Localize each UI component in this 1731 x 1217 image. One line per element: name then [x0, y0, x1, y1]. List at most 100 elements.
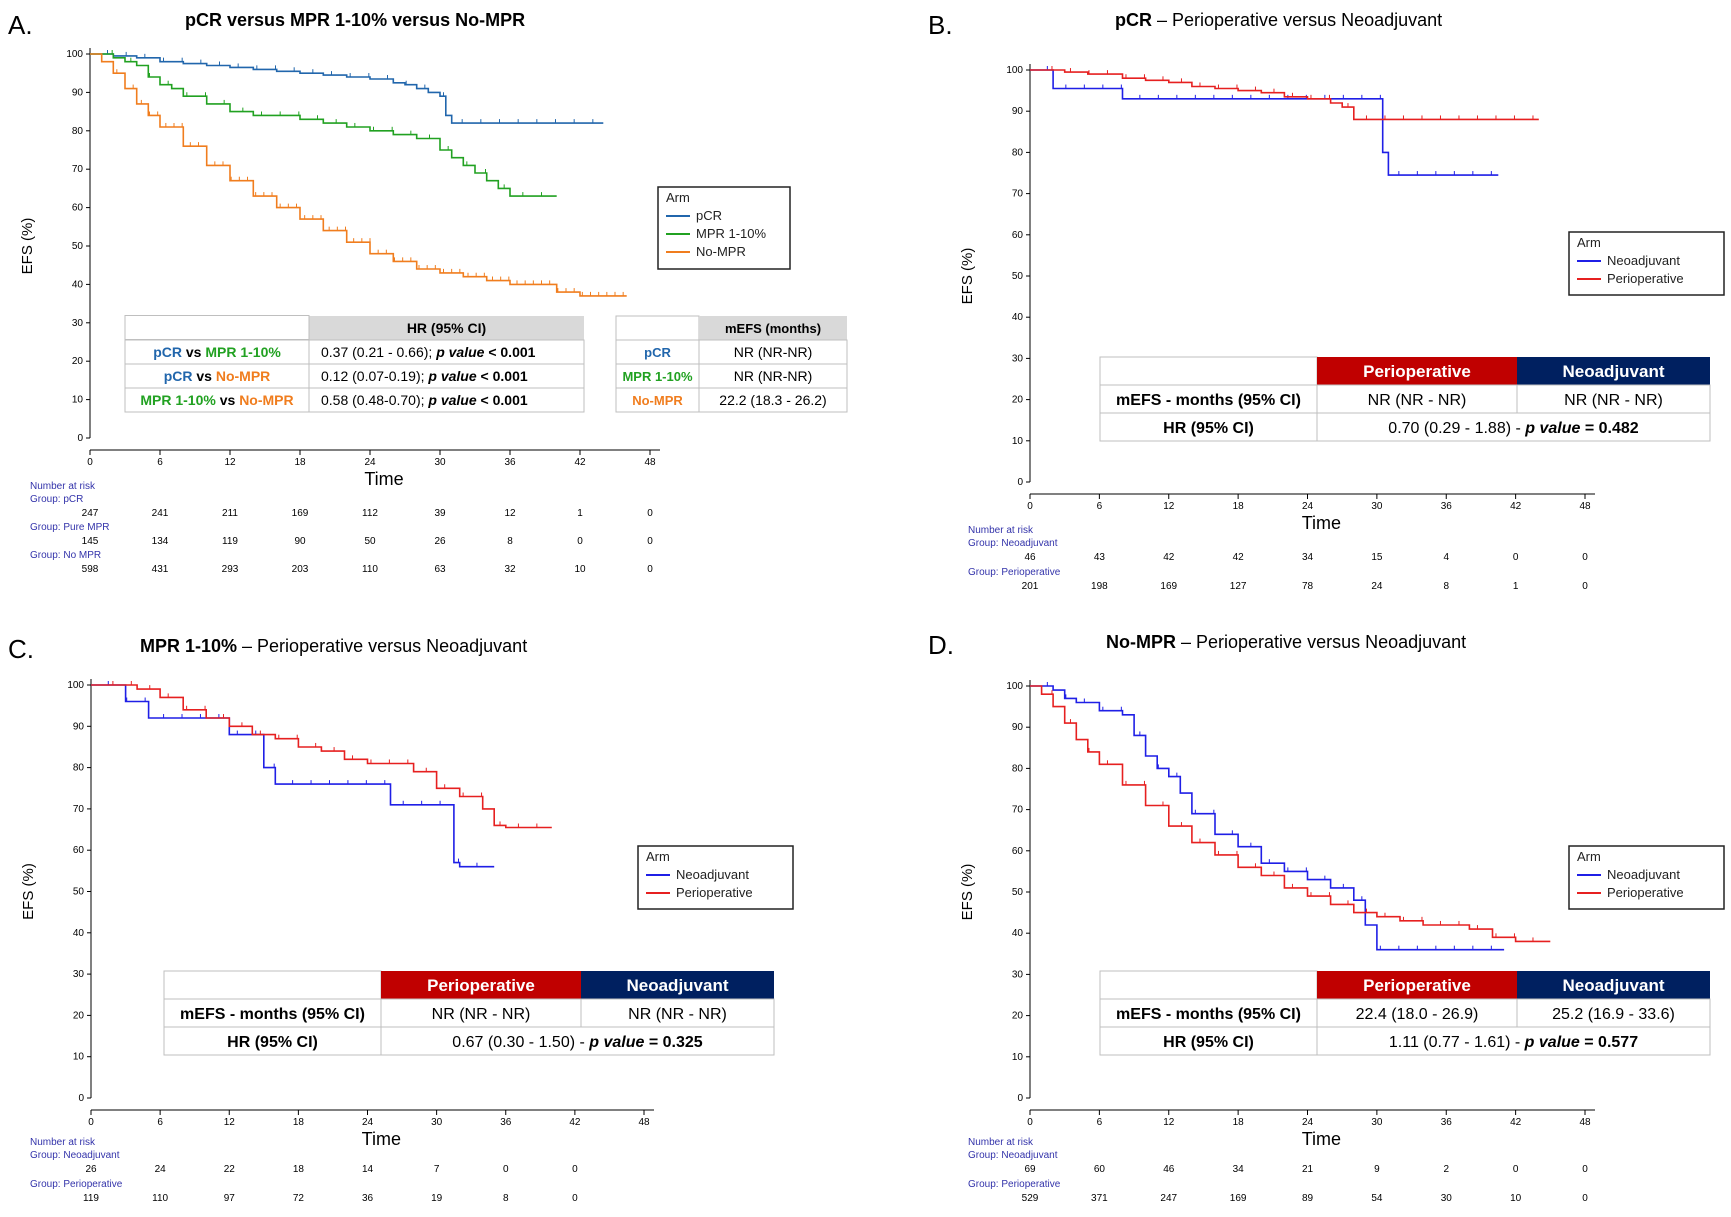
y-tick-label: 50	[1012, 887, 1024, 898]
y-tick-label: 50	[73, 887, 85, 898]
mefs-table-cell	[615, 363, 700, 389]
y-tick-label: 40	[72, 279, 84, 290]
table-cell	[1099, 1026, 1318, 1056]
x-tick-label: 48	[1579, 1117, 1591, 1128]
header-peri-bg	[1317, 357, 1517, 385]
x-tick-label: 24	[1302, 1117, 1314, 1128]
risk-value: 8	[503, 1193, 509, 1204]
y-tick-label: 80	[73, 763, 85, 774]
header-neoadjuvant: Neoadjuvant	[1562, 362, 1664, 381]
header-neoadjuvant: Neoadjuvant	[1562, 976, 1664, 995]
legend-item: pCR	[696, 208, 722, 223]
hr-comparison-label: MPR 1-10% vs No-MPR	[140, 392, 293, 408]
legend: Arm Neoadjuvant Perioperative	[1568, 845, 1725, 910]
risk-title: Number at risk	[968, 1137, 1034, 1148]
risk-value: 0	[1582, 1193, 1588, 1204]
risk-value: 90	[294, 536, 306, 547]
chart-title: MPR 1-10% – Perioperative versus Neoadju…	[140, 636, 527, 656]
y-tick-label: 90	[1012, 722, 1024, 733]
risk-value: 0	[572, 1193, 578, 1204]
risk-group-label: Group: Neoadjuvant	[968, 538, 1058, 549]
chart-title: pCR versus MPR 1-10% versus No-MPR	[185, 10, 525, 30]
x-tick-label: 30	[1371, 501, 1383, 512]
risk-value: 203	[292, 564, 309, 575]
x-tick-label: 18	[294, 457, 306, 468]
hr-table: HR (95% CI) pCR vs MPR 1-10% 0.37 (0.21 - …	[124, 315, 585, 413]
risk-value: 431	[152, 564, 169, 575]
header-neo-bg	[1517, 971, 1710, 999]
risk-value: 32	[504, 564, 516, 575]
risk-value: 46	[1163, 1164, 1175, 1175]
x-tick-label: 24	[1302, 501, 1314, 512]
hr-pvalue: < 0.001	[484, 344, 535, 360]
risk-value: 134	[152, 536, 169, 547]
legend-item: Neoadjuvant	[1607, 253, 1680, 268]
table-cell	[1316, 1026, 1711, 1056]
risk-value: 12	[504, 508, 516, 519]
y-tick-label: 10	[73, 1052, 85, 1063]
mefs-row-label: mEFS - months (95% CI)	[1116, 392, 1301, 409]
risk-group-label: Group: Neoadjuvant	[968, 1150, 1058, 1161]
hr-comparison-label: pCR vs No-MPR	[164, 368, 271, 384]
hr-pvalue: = 0.325	[644, 1034, 702, 1051]
series-neoadjuvant	[1030, 66, 1499, 176]
header-neo-bg	[581, 971, 774, 999]
x-tick-label: 36	[1441, 501, 1453, 512]
number-at-risk: Number at risk Group: Neoadjuvant 69 60 46 34…	[968, 1137, 1588, 1204]
series-neoadjuvant	[91, 681, 495, 868]
y-tick-label: 60	[1012, 230, 1024, 241]
risk-group-label: Group: Neoadjuvant	[30, 1150, 120, 1161]
table-corner	[1099, 356, 1318, 386]
hr-value: 0.70 (0.29 - 1.88) - p value = 0.482	[1388, 420, 1638, 437]
x-axis-label: Time	[1302, 1129, 1341, 1149]
hr-table-cell	[124, 387, 310, 413]
risk-value: 201	[1022, 581, 1039, 592]
risk-value: 1	[1513, 581, 1519, 592]
hr-pvalue-label: p value	[1524, 1034, 1580, 1051]
y-tick-label: 40	[1012, 312, 1024, 323]
risk-value: 46	[1024, 552, 1036, 563]
km-curve	[90, 53, 604, 124]
table-corner	[163, 970, 382, 1000]
km-curve	[1030, 69, 1539, 121]
y-tick-label: 30	[1012, 353, 1024, 364]
axes: 0 10 20 30 40 50 60 70 80 90 100 0 6 12 18 24 30 36 42 48 Ti…	[959, 680, 1595, 1149]
risk-value: 169	[1160, 581, 1177, 592]
x-tick-label: 0	[1027, 501, 1033, 512]
risk-value: 247	[82, 508, 99, 519]
risk-value: 119	[83, 1193, 99, 1204]
mefs-arm-label: MPR 1-10%	[622, 369, 693, 384]
chart-title-bold: pCR versus MPR 1-10% versus No-MPR	[185, 10, 525, 30]
y-tick-label: 80	[1012, 763, 1024, 774]
hr-pvalue: < 0.001	[477, 368, 528, 384]
y-tick-label: 70	[1012, 805, 1024, 816]
km-curve	[90, 53, 627, 297]
chart-title-rest: – Perioperative versus Neoadjuvant	[237, 636, 527, 656]
y-tick-label: 90	[72, 87, 84, 98]
table-cell	[1516, 998, 1711, 1028]
y-tick-label: 100	[1006, 681, 1023, 692]
legend-title: Arm	[1577, 849, 1601, 864]
hr-table-corner	[124, 315, 310, 340]
risk-value: 169	[292, 508, 309, 519]
header-peri-bg	[381, 971, 581, 999]
risk-value: 371	[1091, 1193, 1108, 1204]
chart-title-rest: – Perioperative versus Neoadjuvant	[1176, 632, 1466, 652]
mefs-perioperative: 22.4 (18.0 - 26.9)	[1356, 1006, 1479, 1023]
risk-title: Number at risk	[968, 525, 1034, 536]
mefs-table-header: mEFS (months)	[725, 321, 821, 336]
series-perioperative	[1030, 66, 1539, 121]
x-axis-label: Time	[364, 469, 403, 489]
panel-c: C. MPR 1-10% – Perioperative versus Neoad…	[8, 634, 794, 1204]
risk-title: Number at risk	[30, 481, 96, 492]
mefs-table: mEFS (months) pCR NR (NR-NR) MPR 1-10% NR (N…	[615, 315, 848, 413]
x-axis-label: Time	[362, 1129, 401, 1149]
hr-pvalue-label: p value	[1524, 420, 1580, 437]
mefs-table-cell	[615, 339, 700, 365]
hr-value: 0.58 (0.48-0.70); p value < 0.001	[321, 392, 528, 408]
mefs-perioperative: NR (NR - NR)	[1368, 392, 1467, 409]
mefs-neoadjuvant: NR (NR - NR)	[1564, 392, 1663, 409]
chart-title-bold: pCR	[1115, 10, 1152, 30]
